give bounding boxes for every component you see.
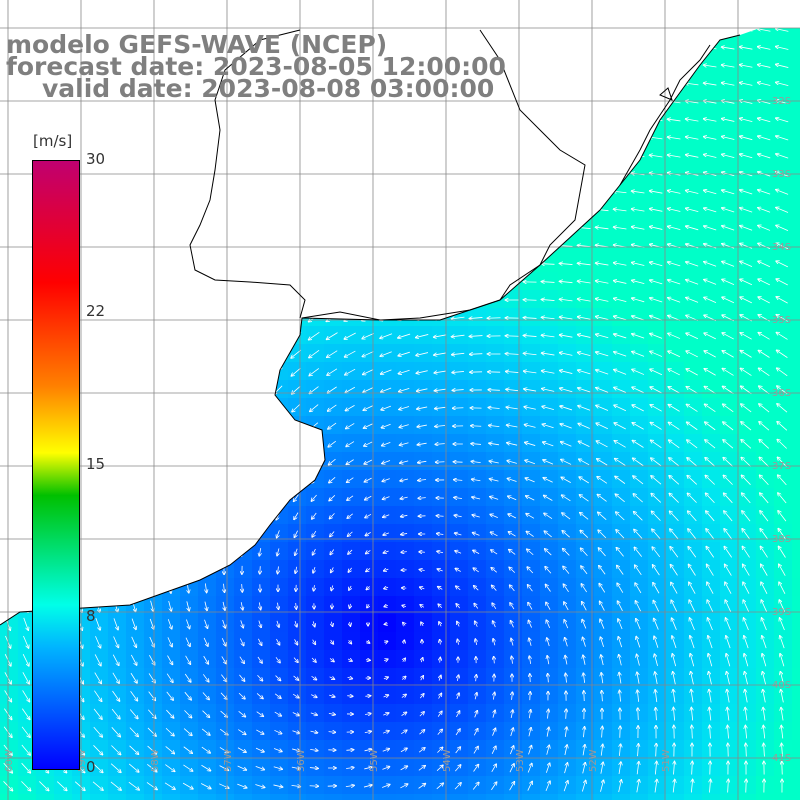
lat-label: 33S [772, 169, 791, 180]
lagoon-coast [619, 44, 711, 186]
lon-label: 54W [442, 749, 453, 772]
lat-label: 34S [772, 242, 791, 253]
colorbar-tick-30: 30 [86, 150, 106, 168]
river-plate-coast [189, 29, 306, 319]
lat-label: 32S [772, 96, 791, 107]
lon-label: 59W [77, 749, 88, 772]
lon-label: 58W [150, 749, 161, 772]
forecast-date: forecast date: 2023-08-05 12:00:00 [6, 52, 506, 81]
colorbar-tick-8: 8 [86, 607, 96, 625]
lat-label: 35S [772, 315, 791, 326]
lon-label: 56W [296, 749, 307, 772]
lon-label: 51W [661, 749, 672, 772]
colorbar-unit: [m/s] [33, 132, 73, 150]
colorbar-tick-15: 15 [86, 455, 106, 473]
lon-label: 53W [515, 749, 526, 772]
lat-label: 36S [772, 388, 791, 399]
lon-label: 52W [588, 749, 599, 772]
colorbar-tick-22: 22 [86, 302, 106, 320]
lat-label: 41S [772, 753, 791, 764]
lon-label: 55W [369, 749, 380, 772]
valid-date: valid date: 2023-08-08 03:00:00 [42, 74, 495, 103]
lat-label: 37S [772, 461, 791, 472]
lon-label: 57W [223, 749, 234, 772]
coastline [0, 34, 741, 626]
lon-label: 60W [4, 749, 15, 772]
lat-label: 39S [772, 607, 791, 618]
model-title: modelo GEFS-WAVE (NCEP) [6, 30, 388, 59]
colorbar [32, 160, 80, 770]
uruguay-coast [301, 29, 586, 321]
lat-label: 40S [772, 680, 791, 691]
colorbar-tick-0: 0 [86, 758, 96, 776]
lat-label: 38S [772, 534, 791, 545]
